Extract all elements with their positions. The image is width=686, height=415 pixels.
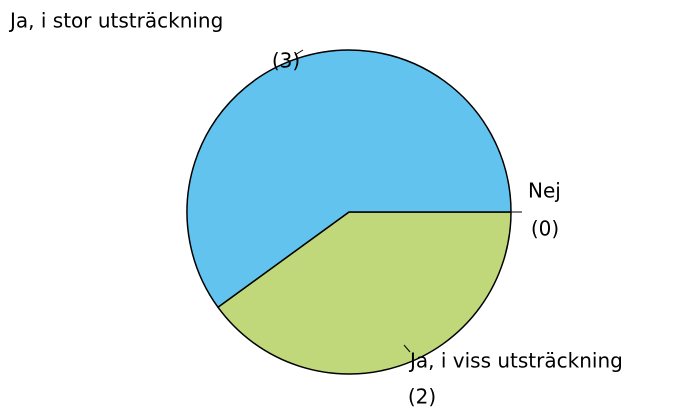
pie-slice (186, 49, 512, 309)
leader-line (294, 49, 304, 56)
pie-slice (216, 211, 512, 375)
slice-label: Ja, i stor utsträckning (8, 9, 223, 33)
slice-label: Ja, i viss utsträckning (408, 349, 623, 373)
value-label: (3) (272, 49, 300, 73)
value-label: (2) (408, 385, 436, 409)
leader-line (403, 344, 411, 353)
slice-label: Nej (528, 179, 561, 203)
value-label: (0) (531, 217, 559, 241)
